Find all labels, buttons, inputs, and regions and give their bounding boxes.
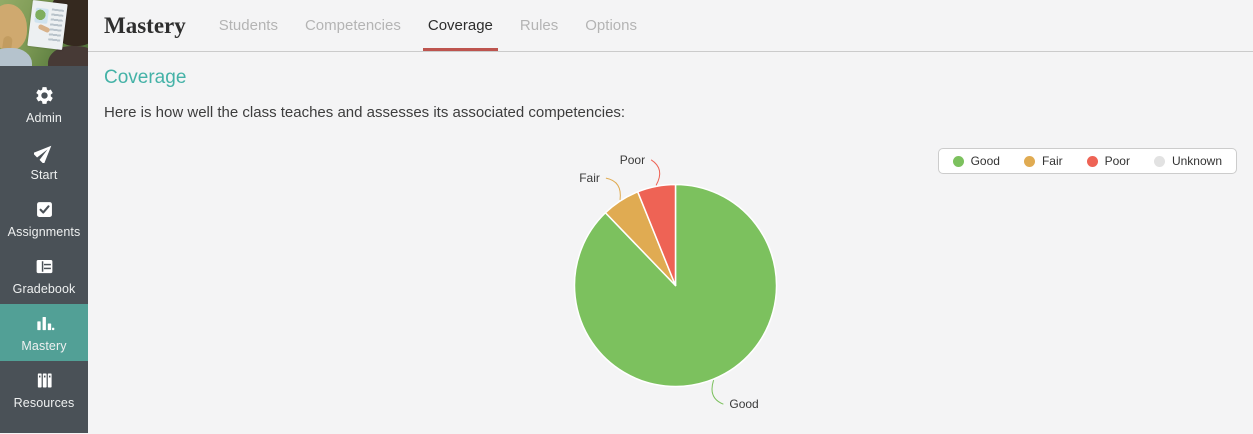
legend-label: Good [970, 154, 1000, 168]
legend-item-fair[interactable]: Fair [1023, 154, 1063, 168]
sidebar-nav: Admin Start Assignments Gradebook Master… [0, 66, 88, 418]
send-arrow-icon [33, 142, 55, 163]
pie-label-fair: Fair [579, 171, 600, 185]
tab-rules[interactable]: Rules [519, 17, 559, 34]
tab-bar: Students Competencies Coverage Rules Options [216, 0, 640, 51]
gear-icon [34, 85, 55, 106]
legend-dot [952, 155, 964, 167]
sidebar-item-label: Mastery [21, 338, 67, 353]
coverage-section: Coverage Here is how well the class teac… [88, 52, 1253, 434]
sidebar-item-gradebook[interactable]: Gradebook [0, 247, 88, 304]
pie-connector-good [711, 379, 724, 405]
legend-item-good[interactable]: Good [952, 154, 1000, 168]
legend-item-poor[interactable]: Poor [1086, 154, 1130, 168]
legend-label: Unknown [1171, 154, 1222, 168]
sidebar-item-start[interactable]: Start [0, 133, 88, 190]
tab-competencies[interactable]: Competencies [304, 17, 401, 34]
tab-students[interactable]: Students [218, 17, 278, 34]
legend-label: Fair [1041, 154, 1063, 168]
sidebar: Admin Start Assignments Gradebook Master… [0, 0, 88, 433]
pie-chart-svg: Good Fair Poor [573, 153, 778, 411]
profile-photo[interactable] [0, 0, 88, 66]
photo-text-lines [47, 8, 64, 44]
main-panel: Mastery Students Competencies Coverage Rule… [88, 0, 1253, 433]
photo-map [34, 7, 49, 24]
sidebar-item-label: Admin [26, 110, 62, 125]
coverage-pie-chart: Good Fair Poor Good Fair Poor Unknown [104, 131, 1237, 434]
legend-dot [1023, 155, 1035, 167]
photo-paper [27, 0, 68, 50]
legend-dot [1153, 155, 1165, 167]
pie-connector-fair [605, 177, 621, 200]
sidebar-item-label: Resources [13, 395, 75, 410]
pie-slice-poor[interactable] [636, 183, 677, 287]
bar-chart-icon [34, 313, 55, 334]
grid-book-icon [34, 256, 55, 277]
pie-label-poor: Poor [620, 153, 645, 167]
page-header: Mastery Students Competencies Coverage Rule… [88, 0, 1253, 52]
sidebar-item-label: Gradebook [12, 281, 76, 296]
photo-child-jacket [0, 48, 32, 66]
legend-label: Poor [1104, 154, 1130, 168]
sidebar-item-mastery[interactable]: Mastery [0, 304, 88, 361]
sidebar-item-admin[interactable]: Admin [0, 76, 88, 133]
tab-coverage[interactable]: Coverage [422, 0, 498, 51]
section-heading: Coverage [104, 67, 187, 88]
photo-adult-shirt [48, 46, 88, 66]
legend-item-unknown[interactable]: Unknown [1153, 154, 1222, 168]
sidebar-item-label: Start [30, 167, 58, 182]
sidebar-item-label: Assignments [7, 224, 81, 239]
sidebar-item-resources[interactable]: Resources [0, 361, 88, 418]
legend-dot [1086, 155, 1098, 167]
tab-options[interactable]: Options [585, 17, 637, 34]
page-title: Mastery [104, 12, 186, 38]
sidebar-item-assignments[interactable]: Assignments [0, 190, 88, 247]
chart-legend: Good Fair Poor Unknown [937, 148, 1237, 174]
pie-connector-poor [650, 159, 661, 186]
section-description: Here is how well the class teaches and a… [104, 104, 626, 121]
pie-label-good: Good [729, 397, 758, 411]
checkbox-icon [34, 199, 55, 220]
books-icon [34, 370, 55, 391]
